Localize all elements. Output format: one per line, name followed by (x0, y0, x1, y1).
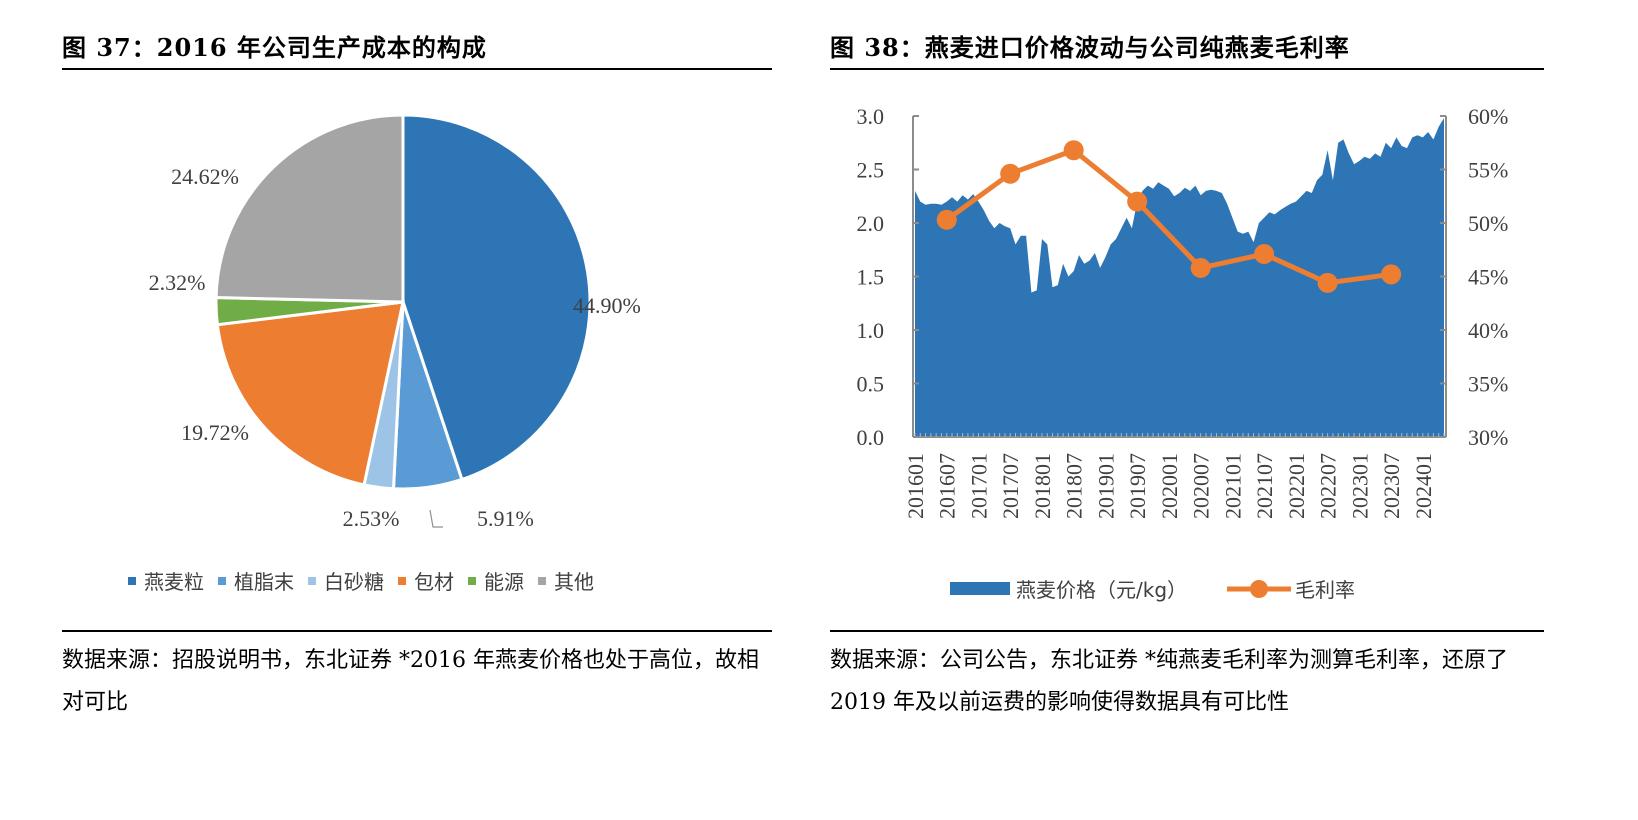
x-tick-label: 201707 (998, 453, 1023, 519)
legend-label: 毛利率 (1295, 578, 1356, 602)
pie-slice-3 (215, 300, 405, 487)
right-y-tick-label: 50% (1468, 211, 1508, 236)
x-tick-label: 202207 (1316, 453, 1341, 519)
legend-area-swatch (950, 582, 1010, 595)
x-tick-label: 201801 (1030, 453, 1055, 519)
legend-swatch (218, 576, 226, 585)
legend-label: 其他 (554, 570, 594, 594)
source-divider (62, 630, 772, 632)
right-y-tick-label: 45% (1468, 265, 1508, 290)
left-y-tick-label: 1.5 (857, 265, 885, 290)
figure-38-title: 图 38：燕麦进口价格波动与公司纯燕麦毛利率 (830, 33, 1350, 62)
legend-item-1: 植脂末 (218, 566, 294, 595)
legend-swatch (538, 576, 546, 585)
left-y-tick-label: 0.5 (857, 372, 885, 397)
x-tick-label: 201807 (1062, 453, 1087, 519)
legend-label: 能源 (484, 570, 524, 594)
price-margin-chart: 0.0 0.5 1.0 1.5 2.0 2.5 3.0 30% 35% 40% 45% 50% 55% 6… (857, 104, 1509, 519)
right-y-tick-label: 35% (1468, 372, 1508, 397)
x-tick-label: 202107 (1252, 453, 1277, 519)
x-tick-label: 202201 (1284, 453, 1309, 519)
x-tick-label: 202007 (1189, 453, 1214, 519)
legend-label: 包材 (414, 570, 454, 594)
margin-point-202307 (1381, 264, 1402, 285)
pie-legend: 燕麦粒 植脂末 白砂糖 包材 能源 其他 (128, 566, 608, 595)
left-y-tick-label: 2.0 (857, 211, 885, 236)
pie-slice-0 (401, 113, 592, 482)
legend-swatch (468, 576, 476, 585)
x-tick-label: 201907 (1125, 453, 1150, 519)
left-y-tick-label: 2.5 (857, 158, 885, 183)
title-divider (830, 68, 1544, 70)
figure-38-source: 数据来源：公司公告，东北证券 *纯燕麦毛利率为测算毛利率，还原了 2019 年及… (830, 648, 1508, 715)
x-tick-label: 201601 (903, 453, 928, 519)
x-tick-label: 202301 (1347, 453, 1372, 519)
figure-37-title: 图 37：2016 年公司生产成本的构成 (62, 33, 487, 62)
legend-item-0: 燕麦粒 (128, 566, 204, 595)
x-tick-label: 201701 (966, 453, 991, 519)
x-tick-label: 201901 (1093, 453, 1118, 519)
legend-label: 燕麦价格（元/kg） (1016, 578, 1188, 602)
pie-slice-5 (214, 113, 405, 304)
legend-item-2: 白砂糖 (308, 566, 384, 595)
legend-label: 植脂末 (234, 570, 294, 594)
chart-legend: 燕麦价格（元/kg） 毛利率 (950, 574, 1369, 603)
pie-data-label-1: 5.91% (477, 506, 534, 531)
right-y-tick-label: 60% (1468, 104, 1508, 129)
legend-item-price: 燕麦价格（元/kg） (950, 574, 1187, 603)
right-y-tick-label: 55% (1468, 158, 1508, 183)
margin-point-202107 (1254, 244, 1275, 265)
legend-item-4: 能源 (468, 566, 524, 595)
legend-line-marker (1227, 579, 1292, 598)
title-divider (62, 68, 772, 70)
margin-line-series (945, 147, 1392, 286)
margin-point-202207 (1317, 272, 1338, 293)
x-tick-label: 201607 (935, 453, 960, 519)
pie-data-label-0: 44.90% (573, 293, 641, 318)
legend-swatch (398, 576, 406, 585)
legend-swatch (308, 576, 316, 585)
source-divider (830, 630, 1544, 632)
x-tick-label: 202401 (1411, 453, 1436, 519)
legend-swatch (128, 576, 136, 585)
x-tick-label: 202307 (1379, 453, 1404, 519)
legend-label: 燕麦粒 (144, 570, 204, 594)
x-tick-label: 202001 (1157, 453, 1182, 519)
pie-data-label-5: 24.62% (171, 164, 239, 189)
margin-point-202007 (1190, 257, 1211, 278)
margin-point-201707 (1000, 163, 1021, 184)
pie-data-label-4: 2.32% (149, 270, 206, 295)
right-y-tick-label: 30% (1468, 425, 1508, 450)
right-y-tick-label: 40% (1468, 318, 1508, 343)
price-area-series (915, 118, 1444, 437)
margin-point-201607 (936, 209, 957, 230)
legend-item-5: 其他 (538, 566, 594, 595)
legend-label: 白砂糖 (324, 570, 384, 594)
margin-point-201907 (1127, 191, 1148, 212)
pie-data-label-3: 19.72% (181, 420, 249, 445)
pie-chart: 44.90% 5.91% 2.53% 19.72% 2.32% 24.62% (149, 113, 641, 531)
left-y-tick-label: 0.0 (857, 425, 885, 450)
figure-37-source: 数据来源：招股说明书，东北证券 *2016 年燕麦价格也处于高位，故相对可比 (62, 648, 759, 715)
margin-point-201807 (1063, 140, 1084, 161)
left-y-tick-label: 3.0 (857, 104, 885, 129)
leader-line-5-91 (429, 509, 443, 528)
legend-item-3: 包材 (398, 566, 454, 595)
left-y-tick-label: 1.0 (857, 318, 885, 343)
legend-item-margin: 毛利率 (1227, 574, 1355, 603)
x-tick-label: 202101 (1220, 453, 1245, 519)
pie-data-label-2: 2.53% (343, 506, 400, 531)
